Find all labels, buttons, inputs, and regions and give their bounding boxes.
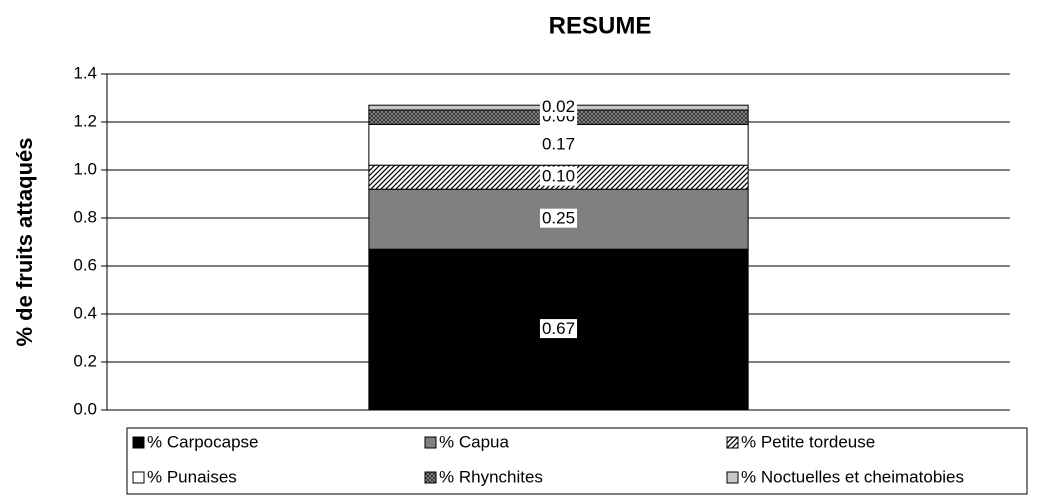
legend-label: % Carpocapse	[147, 432, 259, 451]
chart-title: RESUME	[549, 12, 652, 39]
data-label-bg	[539, 97, 578, 117]
y-tick-label: 0.6	[73, 255, 97, 274]
legend-swatch	[424, 471, 437, 484]
y-tick-label: 0.0	[73, 399, 97, 418]
legend-swatch	[424, 436, 437, 449]
data-label-bg	[539, 208, 578, 228]
legend-box	[126, 427, 1028, 495]
legend-swatch	[726, 471, 739, 484]
data-label: 0.17	[542, 134, 575, 153]
legend-swatch	[726, 436, 739, 449]
y-tick-label: 0.4	[73, 303, 97, 322]
data-label-bg	[539, 319, 578, 339]
legend-label: % Punaises	[147, 467, 237, 486]
data-label: 0.02	[542, 97, 575, 116]
legend-label: % Capua	[439, 432, 509, 451]
y-tick-label: 0.8	[73, 207, 97, 226]
legend-label: % Noctuelles et cheimatobies	[741, 467, 964, 486]
y-tick-label: 1.0	[73, 159, 97, 178]
data-label: 0.10	[542, 167, 575, 186]
y-tick-label: 0.2	[73, 351, 97, 370]
data-label-bg	[539, 134, 578, 154]
y-axis-label: % de fruits attaqués	[12, 137, 37, 346]
legend-label: % Petite tordeuse	[741, 432, 875, 451]
legend-label: % Rhynchites	[439, 467, 543, 486]
data-label-bg	[539, 166, 578, 186]
data-label: 0.25	[542, 209, 575, 228]
y-tick-label: 1.4	[73, 63, 97, 82]
y-tick-label: 1.2	[73, 111, 97, 130]
legend-swatch	[132, 471, 145, 484]
legend-swatch	[132, 436, 145, 449]
data-label: 0.67	[542, 319, 575, 338]
